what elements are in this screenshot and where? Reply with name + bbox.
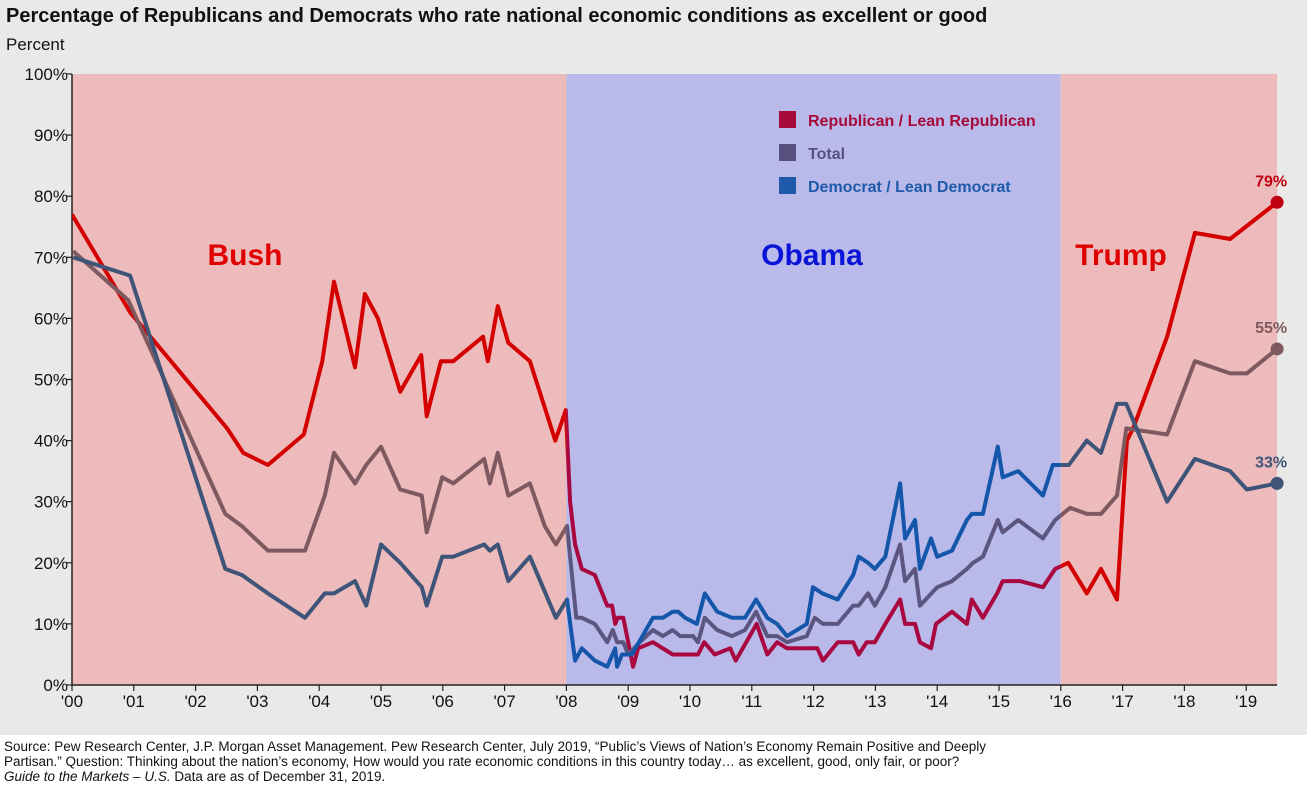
x-tick-label: '10 [679, 692, 701, 711]
series-line-total-bush [72, 249, 567, 553]
legend-label-total: Total [808, 146, 845, 163]
x-tick-label: '16 [1050, 692, 1072, 711]
period-label-obama: Obama [761, 239, 863, 272]
x-tick-label: '04 [308, 692, 330, 711]
period-band-trump [1060, 74, 1278, 685]
x-tick-label: '05 [370, 692, 392, 711]
x-tick-label: '11 [741, 692, 762, 711]
x-tick-label: '01 [123, 692, 145, 711]
y-axis-label: Percent [6, 35, 65, 54]
series-line-total-obama [566, 512, 1061, 657]
source-note: Source: Pew Research Center, J.P. Morgan… [4, 739, 986, 769]
legend-label-republican-lean-republican: Republican / Lean Republican [808, 113, 1036, 130]
legend-label-democrat-lean-democrat: Democrat / Lean Democrat [808, 179, 1011, 196]
legend-swatch-republican-lean-republican [779, 111, 796, 128]
x-tick-label: '13 [864, 692, 886, 711]
y-tick-label: 80% [34, 187, 68, 206]
end-label-republican-lean-republican: 79% [1255, 173, 1287, 190]
x-tick-label: '03 [246, 692, 268, 711]
x-tick-label: '19 [1235, 692, 1257, 711]
x-tick-label: '06 [432, 692, 454, 711]
as-of-date: Data are as of December 31, 2019. [170, 769, 386, 784]
end-point-democrat-lean-democrat [1270, 476, 1284, 490]
y-tick-label: 30% [34, 493, 68, 512]
series-line-republican-lean-republican-obama [566, 408, 1061, 669]
x-tick-label: '00 [61, 692, 83, 711]
end-label-total: 55% [1255, 320, 1287, 337]
legend-swatch-democrat-lean-democrat [779, 177, 796, 194]
period-band-obama [566, 74, 1061, 685]
period-label-trump: Trump [1075, 239, 1167, 272]
legend-swatch-total [779, 144, 796, 161]
guide-title: Guide to the Markets – U.S. [4, 769, 171, 784]
line-chart: Bush Obama Trump 0% 10% 20% 30% 40% 50% 60% 70% 80%… [25, 65, 1288, 711]
x-tick-label: '14 [926, 692, 948, 711]
series-line-democrat-lean-democrat-bush [72, 255, 567, 620]
series-line-republican-lean-republican-bush [72, 213, 567, 467]
y-tick-label: 10% [34, 615, 68, 634]
x-tick-label: '18 [1173, 692, 1195, 711]
x-tick-label: '09 [617, 692, 639, 711]
y-tick-label: 20% [34, 554, 68, 573]
x-tick-label: '02 [185, 692, 207, 711]
end-point-republican-lean-republican [1270, 195, 1284, 209]
series-line-democrat-lean-democrat-obama [566, 444, 1061, 669]
y-tick-label: 0% [43, 676, 68, 695]
y-tick-label: 100% [25, 65, 68, 84]
x-tick-label: '12 [803, 692, 825, 711]
end-label-democrat-lean-democrat: 33% [1255, 454, 1287, 471]
chart-title: Percentage of Republicans and Democrats … [6, 5, 988, 27]
y-tick-label: 40% [34, 432, 68, 451]
y-tick-label: 60% [34, 309, 68, 328]
footer: Source: Pew Research Center, J.P. Morgan… [0, 735, 1307, 807]
x-tick-label: '17 [1112, 692, 1134, 711]
x-tick-label: '08 [555, 692, 577, 711]
x-tick-label: '15 [988, 692, 1010, 711]
end-point-total [1270, 342, 1284, 356]
y-tick-label: 90% [34, 126, 68, 145]
x-tick-label: '07 [494, 692, 516, 711]
period-label-bush: Bush [208, 239, 283, 272]
guide-note: Guide to the Markets – U.S. Data are as … [4, 769, 1044, 784]
y-tick-label: 50% [34, 371, 68, 390]
y-tick-label: 70% [34, 248, 68, 267]
